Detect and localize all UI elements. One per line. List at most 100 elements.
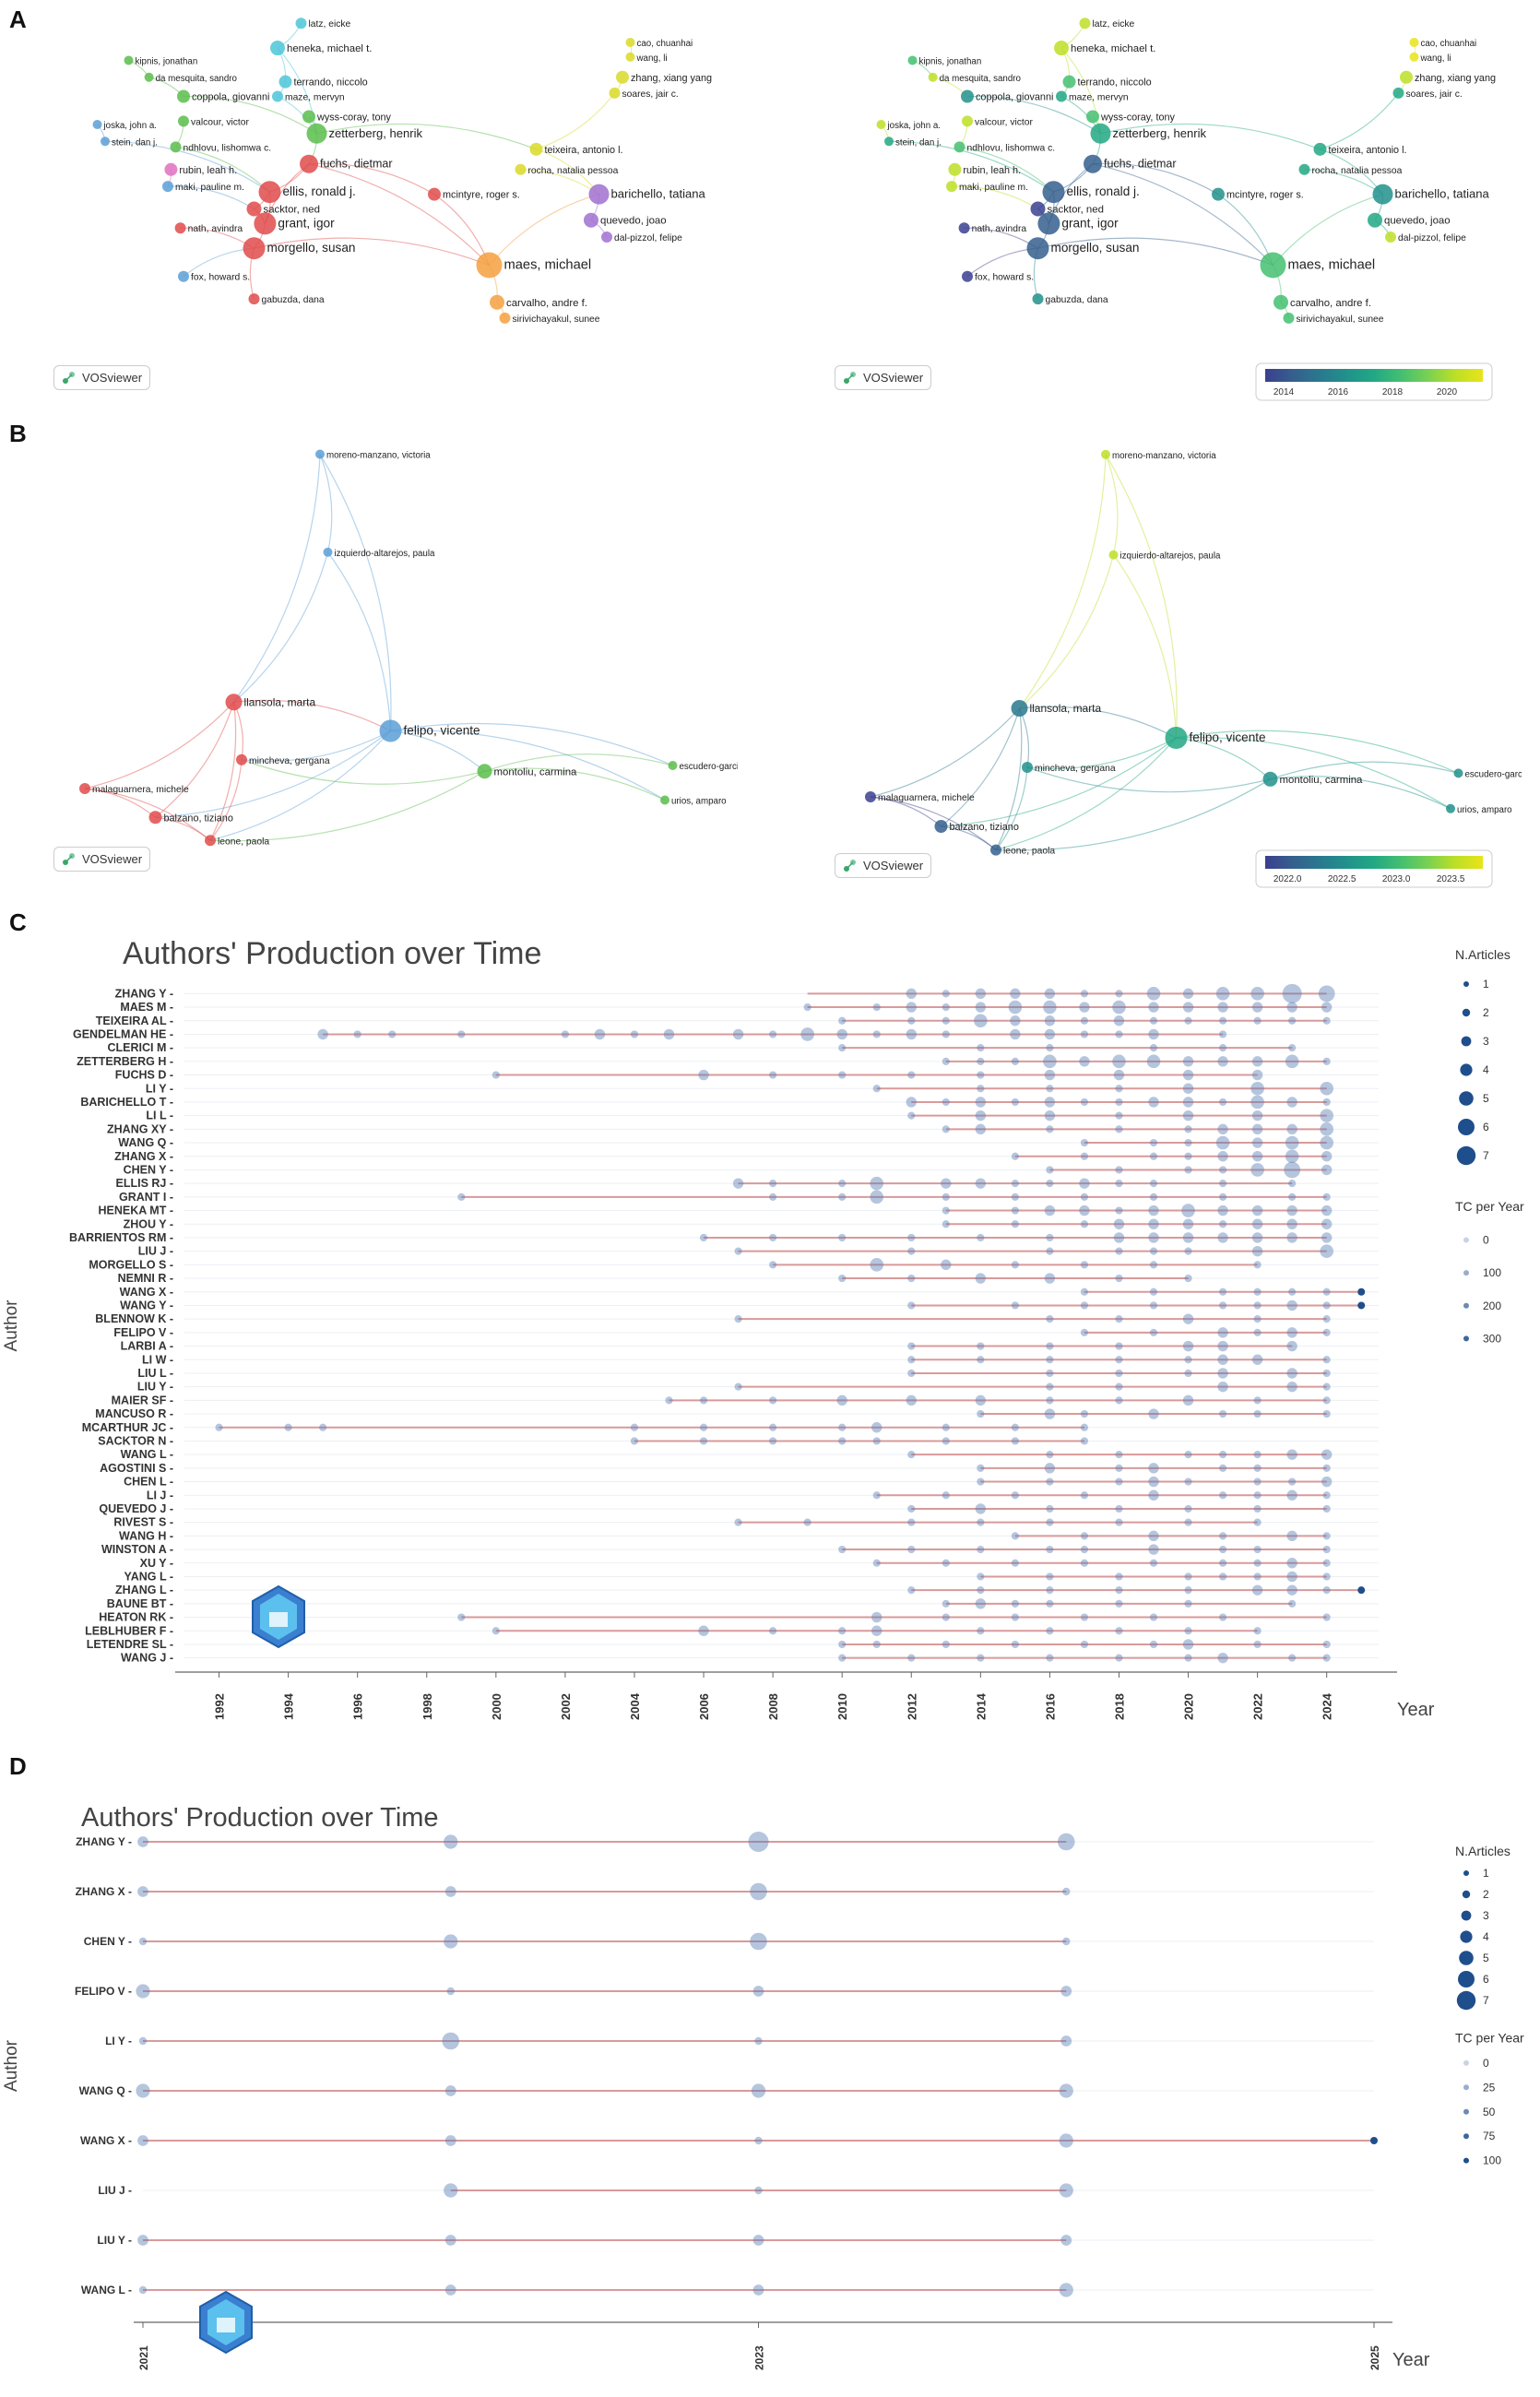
production-c-point xyxy=(1011,1532,1019,1540)
production-c-point xyxy=(1044,1273,1056,1284)
production-c-point xyxy=(1322,1057,1331,1065)
production-d-legend-size-dot xyxy=(1460,1930,1473,1943)
network-b-node-escudero-garcia-desamparac xyxy=(668,761,678,770)
production-c-point xyxy=(1080,1423,1089,1431)
production-c-point xyxy=(803,1003,811,1012)
network-b-overlay-edge xyxy=(1113,554,1178,739)
production-c-point xyxy=(906,1002,917,1013)
network-b-node-montoliu-carmina xyxy=(477,764,492,779)
network-a-overlay-node-label-mcintyre-roger-s: mcintyre, roger s. xyxy=(1226,190,1304,201)
production-c-author-label: HENEKA MT - xyxy=(99,1204,173,1217)
production-c-point xyxy=(1253,1640,1262,1649)
production-d-author-label: LI Y - xyxy=(105,2035,132,2047)
production-c-point xyxy=(1251,1056,1263,1067)
production-d-point xyxy=(137,1836,148,1847)
network-b-edge xyxy=(484,767,666,801)
production-c-point xyxy=(1080,1532,1089,1540)
production-c-point xyxy=(1011,1423,1019,1431)
production-d-legend-color-label: 100 xyxy=(1483,2154,1501,2167)
production-c-point xyxy=(1357,1586,1366,1595)
production-c-author-label: XU Y - xyxy=(140,1557,173,1570)
production-d-legend-size-dot xyxy=(1456,1990,1476,2011)
network-a-overlay-node-ndhlovu-lishomwa-c xyxy=(954,141,965,153)
production-c-point xyxy=(1253,1301,1262,1310)
production-c-point xyxy=(319,1423,327,1431)
production-c-point xyxy=(1113,1232,1125,1243)
production-c-point xyxy=(838,1545,847,1554)
production-c-x-tick-label: 2012 xyxy=(905,1693,918,1720)
production-c-point xyxy=(1080,990,1089,998)
production-d-point xyxy=(1057,1833,1075,1851)
production-c-point xyxy=(1218,1545,1227,1554)
network-a-node-label-rubin-leah-h: rubin, leah h. xyxy=(179,165,237,176)
production-c-y-label: Author xyxy=(2,1299,21,1352)
production-c-point xyxy=(1149,1301,1158,1310)
production-c-point xyxy=(1253,1464,1262,1472)
production-d-point xyxy=(750,1932,767,1951)
network-b-node-urios-amparo xyxy=(660,795,669,805)
network-b-overlay-node-label-llansola-marta: llansola, marta xyxy=(1030,702,1102,715)
production-c-author-label: ZHANG XY - xyxy=(107,1122,173,1135)
production-d-point xyxy=(752,1986,764,1997)
production-c-point xyxy=(594,1028,606,1040)
production-c-point xyxy=(1115,990,1123,998)
network-a-edge xyxy=(536,92,615,150)
production-c-point xyxy=(1046,1451,1054,1459)
production-c-point xyxy=(907,1247,916,1255)
authors-production-chart-c: Authors' Production over Time 1992 1994 199… xyxy=(2,936,1524,1720)
production-c-point xyxy=(942,1491,950,1500)
network-a-node-mcintyre-roger-s xyxy=(428,187,441,201)
production-c-legend-size-dot xyxy=(1463,981,1469,987)
production-c-point xyxy=(977,1464,985,1472)
network-a-overlay-node-label-sacktor-ned: sacktor, ned xyxy=(1048,205,1104,216)
network-b-overlay-node-montoliu-carmina xyxy=(1262,771,1278,787)
production-c-point xyxy=(1218,1532,1227,1540)
production-c-point xyxy=(1079,1204,1090,1216)
production-c-point xyxy=(977,1233,985,1242)
production-c-point xyxy=(1011,1491,1019,1500)
network-b-overlay-node-felipo-vicente xyxy=(1165,727,1188,749)
network-b-overlay-edge xyxy=(995,707,1023,850)
production-c-point xyxy=(1288,1180,1297,1188)
production-c-point xyxy=(1011,1301,1019,1310)
production-c-x-tick-label: 2016 xyxy=(1043,1693,1057,1720)
network-a-overlay-node-gabuzda-dana xyxy=(1032,293,1044,305)
production-c-point xyxy=(1146,1054,1161,1069)
production-c-author-label: ELLIS RJ - xyxy=(115,1177,173,1190)
production-c-point xyxy=(457,1030,466,1038)
network-a-overlay-node-fuchs-dietmar xyxy=(1084,154,1102,173)
production-c-point xyxy=(1322,1328,1331,1336)
timeline-legend-b-bar xyxy=(1265,856,1483,869)
production-c-point xyxy=(1218,1030,1227,1038)
production-d-point xyxy=(1060,2035,1072,2047)
network-b-overlay-edge xyxy=(995,778,1271,851)
network-a-overlay-node-label-terrando-niccolo: terrando, niccolo xyxy=(1078,77,1152,89)
production-d-point xyxy=(444,2183,458,2198)
network-b-overlay-edge xyxy=(1026,766,1271,793)
production-c-point xyxy=(977,1518,985,1526)
production-c-point xyxy=(942,1599,950,1608)
production-c-point xyxy=(1184,1247,1192,1255)
network-b-overlay-edge xyxy=(1026,737,1177,769)
production-c-author-label: CLERICI M - xyxy=(107,1041,173,1054)
production-c-point xyxy=(1046,1369,1054,1378)
production-c-legend-color-title: TC per Year xyxy=(1455,1199,1524,1214)
production-c-point xyxy=(698,1625,709,1636)
network-b-overlay-node-label-montoliu-carmina: montoliu, carmina xyxy=(1280,775,1364,786)
network-a-overlay-node-ellis-ronald-j xyxy=(1042,181,1065,204)
production-c-point xyxy=(1182,1218,1194,1229)
production-c-point xyxy=(800,1027,814,1041)
production-c-point xyxy=(1148,1489,1159,1501)
production-c-author-label: LIU L - xyxy=(137,1367,173,1380)
network-b-edge xyxy=(209,730,391,841)
network-a-overlay-edge xyxy=(1320,92,1399,150)
production-c-point xyxy=(838,1233,847,1242)
production-d-point xyxy=(752,2235,764,2246)
production-c-point xyxy=(1148,1232,1159,1243)
network-b-overlay-node-label-leone-paola: leone, paola xyxy=(1003,847,1055,857)
network-a-edge xyxy=(308,163,490,266)
production-c-point xyxy=(870,1190,884,1204)
production-d-legend-size-label: 7 xyxy=(1483,1994,1489,2007)
production-c-legend-size-label: 6 xyxy=(1483,1121,1489,1133)
production-c-point xyxy=(1182,1083,1194,1094)
